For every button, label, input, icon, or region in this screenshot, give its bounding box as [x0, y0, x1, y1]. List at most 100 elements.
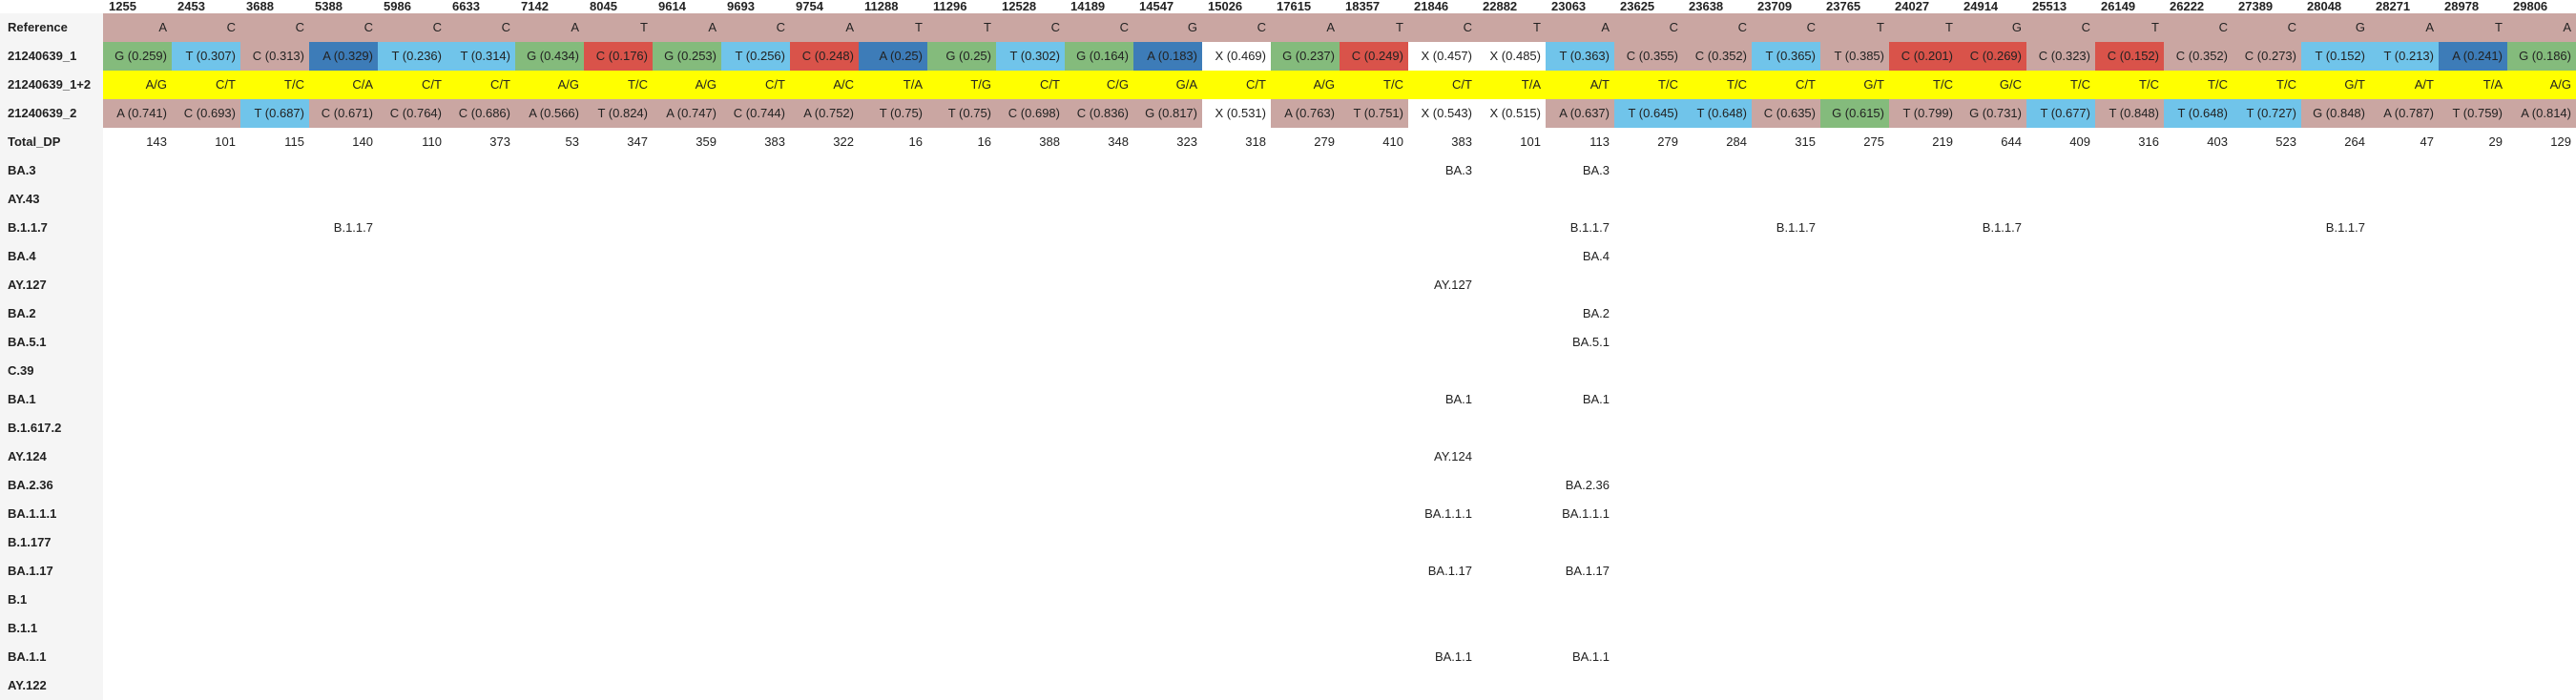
variant-cell[interactable]: 279 [1614, 128, 1683, 156]
variant-cell[interactable]: A/G [1271, 71, 1340, 99]
variant-cell[interactable]: 315 [1752, 128, 1820, 156]
variant-cell[interactable]: T (0.385) [1820, 42, 1889, 71]
variant-cell[interactable]: A/C [790, 71, 859, 99]
variant-cell[interactable]: C (0.744) [721, 99, 790, 128]
variant-cell[interactable]: T (0.314) [447, 42, 515, 71]
variant-cell[interactable]: T (0.365) [1752, 42, 1820, 71]
variant-cell[interactable]: T/C [1889, 71, 1958, 99]
variant-cell[interactable]: 410 [1340, 128, 1408, 156]
variant-cell[interactable]: C/T [721, 71, 790, 99]
variant-cell[interactable]: 318 [1202, 128, 1271, 156]
variant-cell[interactable]: 347 [584, 128, 653, 156]
position-header[interactable]: 22882 [1483, 0, 1518, 13]
variant-cell[interactable]: C [1614, 13, 1683, 42]
variant-cell[interactable]: 403 [2164, 128, 2233, 156]
variant-cell[interactable]: X (0.515) [1477, 99, 1546, 128]
variant-cell[interactable]: C (0.686) [447, 99, 515, 128]
variant-cell[interactable]: T (0.687) [240, 99, 309, 128]
variant-cell[interactable]: A/G [2507, 71, 2576, 99]
variant-cell[interactable]: A/T [1546, 71, 1614, 99]
position-header[interactable]: 14189 [1070, 0, 1106, 13]
variant-cell[interactable]: X (0.531) [1202, 99, 1271, 128]
variant-cell[interactable]: T (0.363) [1546, 42, 1614, 71]
variant-cell[interactable]: X (0.469) [1202, 42, 1271, 71]
variant-cell[interactable]: C (0.352) [1683, 42, 1752, 71]
variant-cell[interactable]: C (0.249) [1340, 42, 1408, 71]
variant-cell[interactable]: A [2370, 13, 2439, 42]
variant-cell[interactable]: 115 [240, 128, 309, 156]
variant-cell[interactable]: T (0.302) [996, 42, 1065, 71]
variant-cell[interactable]: C/T [1408, 71, 1477, 99]
position-header[interactable]: 25513 [2032, 0, 2067, 13]
variant-cell[interactable]: A [653, 13, 721, 42]
variant-cell[interactable]: C/T [996, 71, 1065, 99]
variant-cell[interactable]: 113 [1546, 128, 1614, 156]
variant-cell[interactable]: C (0.764) [378, 99, 447, 128]
position-header[interactable]: 26149 [2101, 0, 2136, 13]
variant-cell[interactable]: T (0.236) [378, 42, 447, 71]
position-header[interactable]: 12528 [1002, 0, 1037, 13]
position-header[interactable]: 2453 [177, 0, 205, 13]
variant-cell[interactable]: 316 [2095, 128, 2164, 156]
variant-cell[interactable]: C (0.698) [996, 99, 1065, 128]
variant-cell[interactable]: 219 [1889, 128, 1958, 156]
variant-cell[interactable]: A (0.183) [1133, 42, 1202, 71]
variant-cell[interactable]: T (0.648) [1683, 99, 1752, 128]
variant-cell[interactable]: A [515, 13, 584, 42]
position-header[interactable]: 23638 [1689, 0, 1724, 13]
variant-cell[interactable]: T [859, 13, 927, 42]
variant-cell[interactable]: T/C [1683, 71, 1752, 99]
variant-cell[interactable]: X (0.457) [1408, 42, 1477, 71]
variant-cell[interactable]: A (0.747) [653, 99, 721, 128]
position-header[interactable]: 28978 [2444, 0, 2480, 13]
position-header[interactable]: 28048 [2307, 0, 2342, 13]
variant-cell[interactable]: T/C [1614, 71, 1683, 99]
variant-cell[interactable]: 644 [1958, 128, 2026, 156]
variant-cell[interactable]: 523 [2233, 128, 2301, 156]
variant-cell[interactable]: G (0.615) [1820, 99, 1889, 128]
variant-cell[interactable]: 373 [447, 128, 515, 156]
variant-cell[interactable]: A [2507, 13, 2576, 42]
variant-cell[interactable]: C [1683, 13, 1752, 42]
variant-cell[interactable]: A [103, 13, 172, 42]
variant-cell[interactable]: A (0.741) [103, 99, 172, 128]
variant-cell[interactable]: G/C [1958, 71, 2026, 99]
variant-cell[interactable]: C (0.273) [2233, 42, 2301, 71]
variant-cell[interactable]: A (0.241) [2439, 42, 2507, 71]
variant-cell[interactable]: A (0.329) [309, 42, 378, 71]
variant-cell[interactable]: G (0.25) [927, 42, 996, 71]
variant-cell[interactable]: C [2026, 13, 2095, 42]
variant-cell[interactable]: T (0.213) [2370, 42, 2439, 71]
variant-cell[interactable]: C (0.671) [309, 99, 378, 128]
variant-cell[interactable]: 53 [515, 128, 584, 156]
variant-cell[interactable]: C (0.323) [2026, 42, 2095, 71]
variant-cell[interactable]: 383 [721, 128, 790, 156]
variant-cell[interactable]: G [1133, 13, 1202, 42]
position-header[interactable]: 27389 [2238, 0, 2274, 13]
variant-cell[interactable]: C [1408, 13, 1477, 42]
variant-cell[interactable]: T (0.799) [1889, 99, 1958, 128]
variant-cell[interactable]: 388 [996, 128, 1065, 156]
position-header[interactable]: 24027 [1895, 0, 1930, 13]
variant-cell[interactable]: A (0.814) [2507, 99, 2576, 128]
variant-cell[interactable]: T/C [2095, 71, 2164, 99]
variant-cell[interactable]: T [1820, 13, 1889, 42]
position-header[interactable]: 24914 [1963, 0, 1999, 13]
variant-cell[interactable]: 110 [378, 128, 447, 156]
position-header[interactable]: 7142 [521, 0, 549, 13]
variant-cell[interactable]: C [2164, 13, 2233, 42]
variant-cell[interactable]: A/T [2370, 71, 2439, 99]
variant-cell[interactable]: T (0.152) [2301, 42, 2370, 71]
variant-cell[interactable]: G (0.259) [103, 42, 172, 71]
position-header[interactable]: 11296 [933, 0, 967, 13]
variant-cell[interactable]: G (0.731) [1958, 99, 2026, 128]
variant-cell[interactable]: X (0.485) [1477, 42, 1546, 71]
variant-cell[interactable]: C (0.693) [172, 99, 240, 128]
variant-cell[interactable]: C [1752, 13, 1820, 42]
variant-cell[interactable]: T/C [2026, 71, 2095, 99]
variant-cell[interactable]: T [2439, 13, 2507, 42]
variant-cell[interactable]: C [240, 13, 309, 42]
variant-cell[interactable]: X (0.543) [1408, 99, 1477, 128]
variant-cell[interactable]: T (0.677) [2026, 99, 2095, 128]
variant-cell[interactable]: A/G [653, 71, 721, 99]
